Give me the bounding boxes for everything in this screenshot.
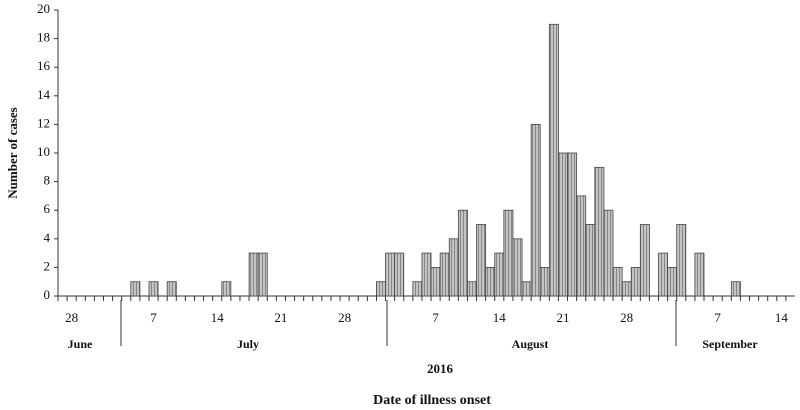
bar [385, 252, 396, 297]
bar [439, 252, 450, 297]
x-tick-label: 21 [274, 310, 287, 325]
bar [539, 266, 550, 297]
bar [412, 281, 423, 297]
x-tick-label: 28 [338, 310, 351, 325]
y-tick-label: 6 [44, 201, 51, 216]
bar [448, 238, 459, 297]
month-label: June [68, 337, 93, 351]
bar [376, 281, 386, 297]
bar [248, 252, 259, 297]
bar [576, 195, 587, 297]
bar [394, 252, 405, 297]
month-label: August [512, 337, 549, 351]
bar [639, 224, 650, 297]
y-tick-label: 2 [44, 258, 51, 273]
bar [457, 209, 468, 297]
bar [421, 252, 432, 297]
x-tick-label: 7 [714, 310, 721, 325]
x-tick-label: 7 [432, 310, 439, 325]
bar [612, 266, 623, 297]
bar [521, 281, 532, 297]
y-tick-label: 20 [37, 1, 50, 16]
bar [485, 266, 496, 297]
y-tick-label: 18 [37, 30, 50, 45]
bar [621, 281, 632, 297]
x-tick-label: 14 [775, 310, 789, 325]
y-tick-label: 12 [37, 115, 50, 130]
bar [548, 23, 559, 297]
bar [530, 124, 541, 297]
bar [221, 281, 232, 297]
x-tick-label: 28 [65, 310, 78, 325]
bar [494, 252, 505, 297]
x-tick-label: 14 [493, 310, 507, 325]
bar [148, 281, 159, 297]
y-tick-label: 10 [37, 144, 50, 159]
y-tick-label: 4 [44, 230, 51, 245]
x-tick-label: 21 [556, 310, 569, 325]
bar [667, 266, 678, 297]
bar [594, 166, 605, 297]
x-tick-label: 28 [620, 310, 633, 325]
bar [512, 238, 523, 297]
y-tick-label: 0 [44, 287, 51, 302]
bar [585, 224, 596, 297]
bar [658, 252, 669, 297]
bar [676, 224, 687, 297]
y-tick-label: 8 [44, 173, 51, 188]
y-tick-label: 14 [37, 87, 51, 102]
bar [730, 281, 741, 297]
bar [603, 209, 614, 297]
bar [503, 209, 514, 297]
bar [257, 252, 268, 297]
bar [130, 281, 141, 297]
bar [558, 152, 568, 297]
y-tick-label: 16 [37, 58, 51, 73]
x-axis-label: Date of illness onset [373, 393, 491, 408]
y-axis-label: Number of cases [5, 107, 20, 198]
bar [694, 252, 705, 297]
month-label: September [702, 337, 758, 351]
bar [476, 224, 487, 297]
bar [467, 281, 477, 297]
month-label: July [237, 337, 259, 351]
bar [567, 152, 578, 297]
x-tick-label: 7 [150, 310, 157, 325]
bar [630, 266, 641, 297]
year-label: 2016 [427, 361, 454, 376]
bar [430, 266, 441, 297]
bar [166, 281, 177, 297]
x-tick-label: 14 [211, 310, 225, 325]
